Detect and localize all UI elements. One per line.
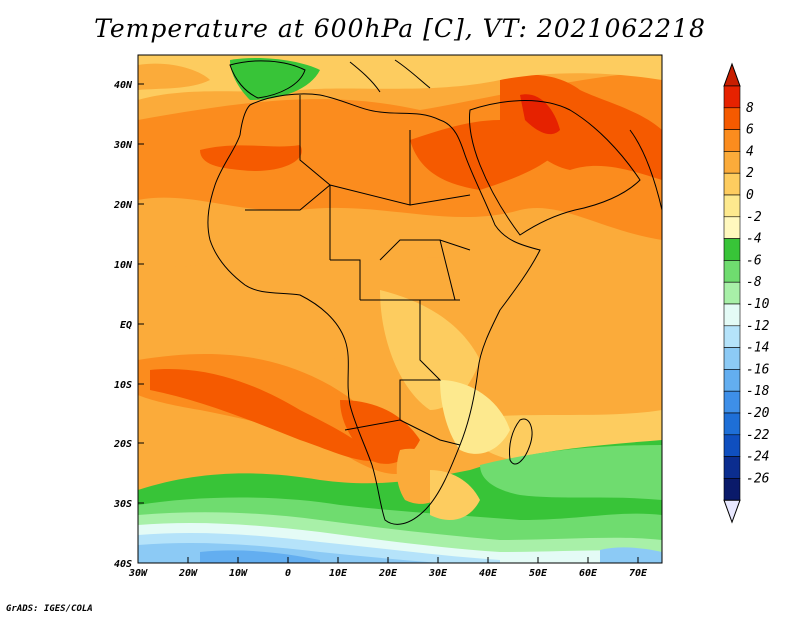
lat-tick-10n: 10N <box>114 260 144 271</box>
lon-label-20w: 20W <box>178 568 198 579</box>
colorbar-label: -22 <box>746 428 770 443</box>
colorbar-label: -10 <box>746 297 770 312</box>
lat-label-10s: 10S <box>114 380 132 391</box>
lon-label-0: 0 <box>285 568 291 579</box>
lat-tick-eq: EQ <box>120 320 144 331</box>
colorbar-swatch <box>723 260 741 283</box>
colorbar-swatch <box>723 216 741 239</box>
colorbar-label: 4 <box>746 144 754 159</box>
colorbar-arrow-top <box>723 62 741 87</box>
colorbar-label: -14 <box>746 341 769 356</box>
coastlines <box>207 59 662 525</box>
colorbar-swatch <box>723 281 741 305</box>
colorbar-swatch <box>723 434 741 457</box>
colorbar-label: -24 <box>746 450 769 465</box>
colorbar-swatch <box>723 303 741 327</box>
lat-label-20n: 20N <box>113 200 133 211</box>
lon-label-40e: 40E <box>479 568 498 579</box>
lat-tick-30n: 30N <box>113 140 144 151</box>
colorbar-label: -6 <box>746 253 762 268</box>
lat-label-30s: 30S <box>113 499 132 510</box>
lat-label-eq: EQ <box>120 320 132 331</box>
colorbar-label: -4 <box>746 232 762 247</box>
lat-label-40n: 40N <box>114 80 133 91</box>
lon-label-30e: 30E <box>428 568 448 579</box>
colorbar-swatch <box>723 478 741 501</box>
lon-label-20e: 20E <box>378 568 398 579</box>
lat-tick-10s: 10S <box>114 380 144 391</box>
colorbar-swatch <box>723 412 741 436</box>
colorbar-label: -8 <box>746 275 762 290</box>
lat-label-20s: 20S <box>113 439 132 450</box>
longitude-axis: 30W 20W 10W 0 10E 20E 30E 40E 50E 60E 70… <box>128 557 648 579</box>
lat-label-30n: 30N <box>113 140 133 151</box>
colorbar-swatch <box>723 172 741 196</box>
colorbar-label: 0 <box>746 188 754 203</box>
colorbar-label: 8 <box>746 101 754 116</box>
colorbar-label: -18 <box>746 384 770 399</box>
lon-label-70e: 70E <box>629 568 648 579</box>
map-title: Temperature at 600hPa [C], VT: 202106221… <box>94 14 706 43</box>
colorbar-label: -20 <box>746 406 770 421</box>
colorbar-swatch <box>723 390 741 414</box>
colorbar-swatch <box>723 151 741 174</box>
credit-text: GrADS: IGES/COLA <box>6 604 93 614</box>
lat-label-40s: 40S <box>114 559 132 570</box>
lon-label-30w: 30W <box>128 568 148 579</box>
colorbar-swatch <box>723 325 741 348</box>
colorbar-arrow-bottom <box>723 499 741 524</box>
lat-tick-40s: 40S <box>114 559 132 570</box>
colorbar-label: 2 <box>746 166 754 181</box>
colorbar-swatch <box>723 85 741 109</box>
colorbar-swatch <box>723 369 741 392</box>
colorbar-swatch <box>723 347 741 370</box>
colorbar-label: -26 <box>746 471 770 486</box>
lon-label-10w: 10W <box>229 568 248 579</box>
lat-tick-40n: 40N <box>114 80 144 91</box>
colorbar-label: 6 <box>746 123 754 138</box>
latitude-axis: 40N 30N 20N 10N EQ 10S 20S 30S 40S <box>113 80 144 570</box>
colorbar-swatch <box>723 107 741 130</box>
colorbar-swatch <box>723 129 741 152</box>
colorbar: 8 6 4 2 0 -2 -4 -6 -8 -10 -12 -14 -16 -18 -20 -22 -24 -26 <box>723 62 770 524</box>
lat-tick-20s: 20S <box>113 439 144 450</box>
colorbar-label: -16 <box>746 362 770 377</box>
lat-label-10n: 10N <box>114 260 133 271</box>
lon-label-10e: 10E <box>329 568 348 579</box>
colorbar-swatch <box>723 456 741 479</box>
lat-tick-20n: 20N <box>113 200 144 211</box>
colorbar-swatch <box>723 238 741 261</box>
colorbar-label: -2 <box>746 210 762 225</box>
lon-label-60e: 60E <box>579 568 598 579</box>
colorbar-swatch <box>723 194 741 218</box>
lat-tick-30s: 30S <box>113 499 144 510</box>
plot-frame <box>137 54 663 564</box>
temperature-field <box>138 55 662 563</box>
lon-label-50e: 50E <box>529 568 548 579</box>
colorbar-label: -12 <box>746 319 770 334</box>
